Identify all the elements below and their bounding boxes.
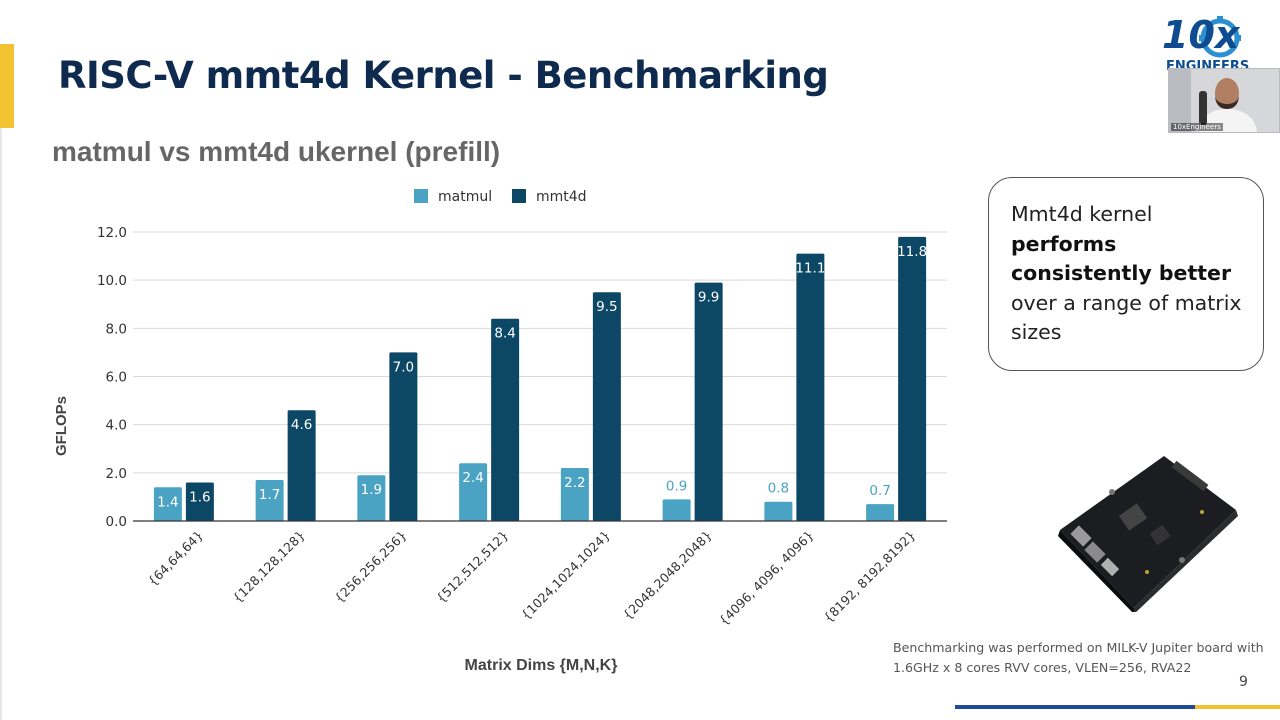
x-tick-label: {4096, 4096, 4096} <box>716 528 817 629</box>
mmt4d-bar <box>898 236 927 522</box>
x-tick-label: {1024,1024,1024} <box>518 528 613 623</box>
y-tick-label: 4.0 <box>106 418 127 434</box>
matmul-data-label: 2.2 <box>564 475 585 491</box>
y-axis-label: GFLOPs <box>53 396 70 456</box>
x-tick-label: {2048,2048,2048} <box>620 528 715 623</box>
data-labels: 1.4 1.6 1.7 4.6 1.9 7.0 2.4 8.4 2.2 9.5 0.9 9.9 0.8 1… <box>157 244 927 510</box>
company-logo: 10x ENGINEERS <box>1162 13 1249 72</box>
matmul-bar <box>357 475 386 521</box>
legend-swatch-mmt4d <box>512 189 526 203</box>
mmt4d-bar <box>694 282 723 521</box>
mmt4d-bar <box>491 318 520 521</box>
mmt4d-bar <box>592 292 621 521</box>
y-axis-ticks: 0.0 2.0 4.0 6.0 8.0 10.0 12.0 <box>97 225 127 530</box>
mmt4d-data-label: 9.9 <box>698 290 719 306</box>
matmul-data-label: 1.9 <box>361 482 382 498</box>
matmul-bar <box>459 463 488 521</box>
legend-swatch-matmul <box>414 189 428 203</box>
mmt4d-bar <box>796 253 825 522</box>
page-number: 9 <box>1239 674 1248 690</box>
matmul-bar <box>662 499 691 521</box>
mmt4d-bar <box>185 482 214 521</box>
x-tick-label: {512,512,512} <box>433 528 511 606</box>
presenter-video-icon <box>1169 69 1279 132</box>
callout-text-1: Mmt4d kernel <box>1011 202 1153 226</box>
matmul-data-label: 2.4 <box>462 470 483 486</box>
y-tick-label: 2.0 <box>106 466 127 482</box>
mmt4d-data-label: 9.5 <box>596 299 617 315</box>
x-tick-label: {128,128,128} <box>230 528 308 606</box>
matmul-data-label: 1.7 <box>259 487 280 503</box>
chart-bars <box>153 236 927 522</box>
slide-title: RISC-V mmt4d Kernel - Benchmarking <box>58 54 829 97</box>
mmt4d-data-label: 1.6 <box>189 489 210 505</box>
y-tick-label: 0.0 <box>106 514 127 530</box>
x-axis-ticks: {64,64,64} {128,128,128} {256,256,256} {512… <box>145 528 918 629</box>
matmul-data-label: 1.4 <box>157 494 178 510</box>
mmt4d-data-label: 11.8 <box>897 244 927 260</box>
board-image <box>1058 456 1238 612</box>
matmul-data-label: 0.8 <box>768 481 789 497</box>
matmul-bar <box>560 468 589 521</box>
callout-text-bold: performs consistently better <box>1011 231 1232 286</box>
mmt4d-bar <box>389 352 418 521</box>
mmt4d-bar <box>287 410 316 521</box>
matmul-bar <box>866 504 895 521</box>
footer-line-yellow <box>1195 705 1280 709</box>
logo-text-10x: 10x <box>1162 13 1241 57</box>
mmt4d-data-label: 11.1 <box>795 261 825 277</box>
matmul-bar <box>255 480 284 521</box>
matmul-bar <box>764 501 793 521</box>
y-tick-label: 10.0 <box>97 273 127 289</box>
x-axis-label: Matrix Dims {M,N,K} <box>465 657 618 674</box>
presenter-webcam: 10xEngineers <box>1168 68 1280 133</box>
gear-icon <box>1199 16 1241 58</box>
bar-chart: matmul mmt4d 0.02.04.06.08.010.012.0 1.4 1… <box>53 189 947 674</box>
legend-label-mmt4d: mmt4d <box>536 189 587 205</box>
footnote: Benchmarking was performed on MILK-V Jup… <box>893 640 1264 675</box>
title-accent-bar <box>0 44 14 128</box>
matmul-data-label: 0.9 <box>666 478 687 494</box>
mmt4d-data-label: 4.6 <box>291 417 312 433</box>
x-tick-label: {8192, 8192,8192} <box>820 528 918 626</box>
callout-text-2: over a range of matrix sizes <box>1011 290 1242 345</box>
slide-edge-divider <box>0 128 2 720</box>
y-tick-label: 12.0 <box>97 225 127 241</box>
matmul-data-label: 0.7 <box>869 483 890 499</box>
chart-subtitle: matmul vs mmt4d ukernel (prefill) <box>52 136 501 167</box>
mmt4d-data-label: 7.0 <box>393 359 414 375</box>
legend-label-matmul: matmul <box>438 189 492 205</box>
y-tick-label: 6.0 <box>106 370 127 386</box>
footer-line-blue <box>955 705 1195 709</box>
y-tick-label: 8.0 <box>106 321 127 337</box>
mmt4d-data-label: 8.4 <box>494 326 515 342</box>
x-tick-label: {256,256,256} <box>331 528 409 606</box>
matmul-bar <box>153 487 182 521</box>
webcam-name-label: 10xEngineers <box>1171 123 1223 131</box>
callout-box: Mmt4d kernel performs consistently bette… <box>988 177 1264 371</box>
x-tick-label: {64,64,64} <box>145 528 206 589</box>
chart-legend: matmul mmt4d <box>414 189 587 205</box>
